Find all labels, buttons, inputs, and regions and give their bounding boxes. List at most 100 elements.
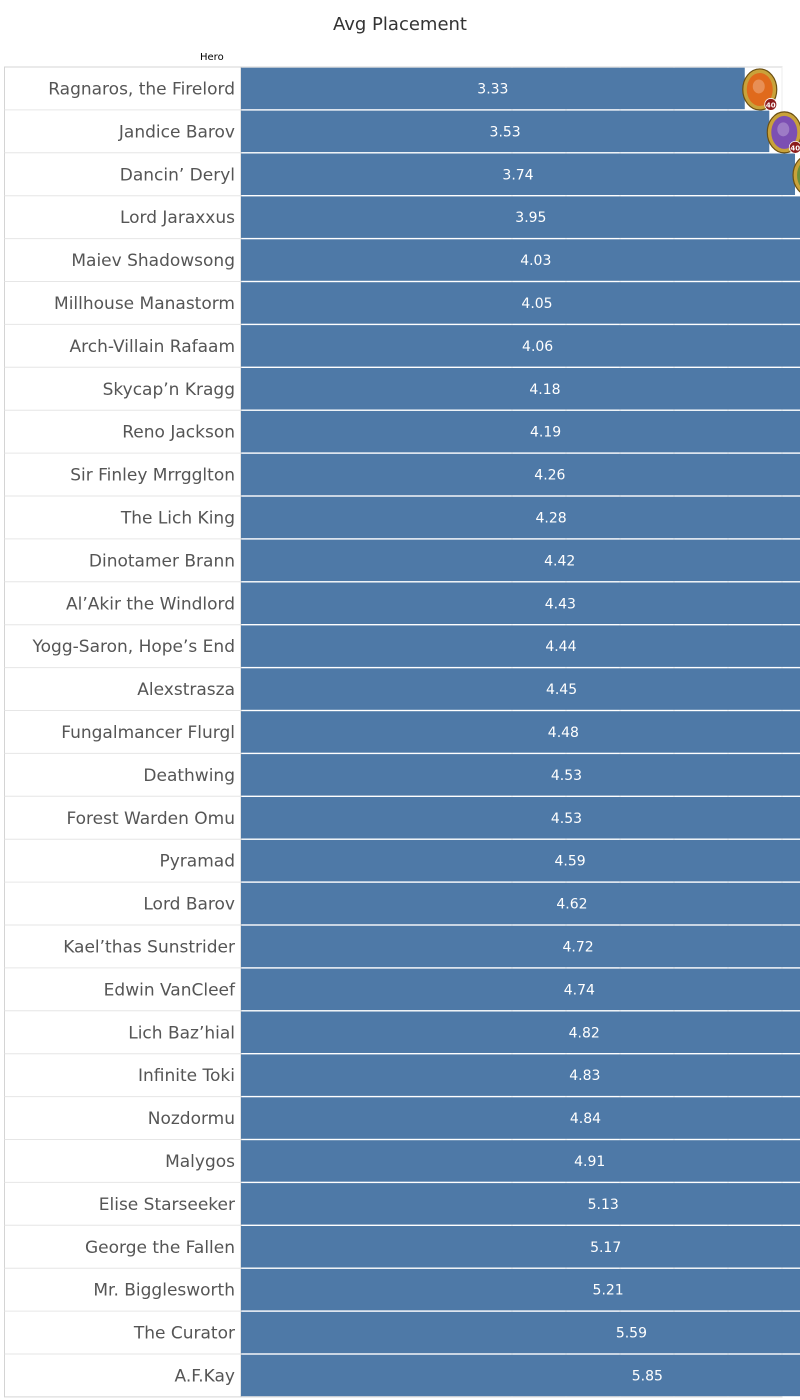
row-header-label: Hero <box>200 52 224 63</box>
category-label: George the Fallen <box>85 1238 235 1258</box>
value-label: 5.59 <box>616 1326 647 1342</box>
value-label: 4.06 <box>522 339 553 355</box>
value-label: 4.84 <box>570 1111 601 1127</box>
bar <box>241 539 800 582</box>
category-label: Infinite Toki <box>138 1066 235 1086</box>
bar <box>241 239 800 281</box>
value-label: 3.95 <box>515 210 546 226</box>
portrait-frame <box>792 157 800 193</box>
tier-badge <box>764 98 778 111</box>
tier-badge-text: 40 <box>766 101 776 109</box>
value-label: 4.59 <box>555 854 586 870</box>
bar <box>241 1268 800 1311</box>
value-label: 4.28 <box>536 510 567 526</box>
bar <box>241 839 800 882</box>
hero-icons: 4040404040404040404040404040404040404040… <box>742 68 800 193</box>
bar <box>241 797 800 839</box>
bar <box>241 1140 800 1182</box>
category-label: The Lich King <box>120 508 235 528</box>
value-label: 4.05 <box>521 296 552 312</box>
bar <box>241 368 800 410</box>
bar <box>241 625 800 667</box>
bar <box>241 1011 800 1053</box>
bar <box>241 1354 800 1397</box>
category-label: Dancin’ Deryl <box>120 165 235 185</box>
value-label: 4.18 <box>529 382 560 398</box>
category-label: Ragnaros, the Firelord <box>48 79 235 99</box>
category-label: Nozdormu <box>148 1109 235 1129</box>
bar <box>241 711 800 753</box>
value-label: 4.53 <box>551 768 582 784</box>
bar <box>241 1097 800 1139</box>
bar <box>241 668 800 710</box>
category-label: Pyramad <box>160 852 236 872</box>
value-label: 5.17 <box>590 1240 621 1256</box>
category-label: Deathwing <box>143 766 235 786</box>
value-label: 4.19 <box>530 425 561 441</box>
bar <box>241 1311 800 1354</box>
value-label: 4.53 <box>551 811 582 827</box>
category-label: The Curator <box>133 1324 235 1344</box>
category-label: Mr. Bigglesworth <box>93 1281 235 1301</box>
bar <box>241 1183 800 1225</box>
value-label: 4.72 <box>563 939 594 955</box>
category-label: Millhouse Manastorm <box>54 294 235 314</box>
value-label: 5.21 <box>593 1283 624 1299</box>
category-label: Lich Baz’hial <box>128 1023 235 1043</box>
bar <box>241 282 800 324</box>
hero-portrait-icon: 40 <box>766 111 800 154</box>
value-label: 4.43 <box>545 596 576 612</box>
category-label: Yogg-Saron, Hope’s End <box>32 637 235 657</box>
category-label: Lord Jaraxxus <box>120 208 235 228</box>
value-label: 3.74 <box>502 167 533 183</box>
bar <box>241 925 800 968</box>
category-label: Lord Barov <box>143 895 235 915</box>
category-label: Maiev Shadowsong <box>71 251 235 271</box>
category-label: Malygos <box>165 1152 235 1172</box>
chart-title: Avg Placement <box>333 14 467 35</box>
value-label: 4.82 <box>569 1025 600 1041</box>
category-label: Alexstrasza <box>137 680 235 700</box>
bar <box>241 196 800 238</box>
bar <box>241 882 800 925</box>
bar <box>241 754 800 796</box>
value-label: 4.42 <box>544 553 575 569</box>
bar <box>241 1054 800 1096</box>
value-label: 3.53 <box>490 124 521 140</box>
value-label: 4.48 <box>548 725 579 741</box>
value-label: 4.74 <box>564 982 595 998</box>
category-label: Edwin VanCleef <box>104 980 236 1000</box>
value-label: 4.91 <box>574 1154 605 1170</box>
bar <box>241 496 800 539</box>
value-label: 4.03 <box>520 253 551 269</box>
value-label: 4.62 <box>556 897 587 913</box>
category-label: Arch-Villain Rafaam <box>70 337 235 357</box>
hero-portrait-icon: 40 <box>742 68 778 111</box>
bar <box>241 453 800 496</box>
category-label: Al’Akir the Windlord <box>66 594 235 614</box>
category-label: Sir Finley Mrrgglton <box>70 466 235 486</box>
tier-badge <box>788 140 800 154</box>
value-label: 4.44 <box>545 639 576 655</box>
value-label: 4.26 <box>534 468 565 484</box>
bar-group: 3.33 3.53 3.74 3.95 4.03 4.05 4.06 4.18 4.19 4.26… <box>241 67 800 1397</box>
bar <box>241 325 800 367</box>
category-label: Forest Warden Omu <box>66 809 235 829</box>
category-label: Jandice Barov <box>118 122 235 142</box>
portrait-image <box>746 72 773 106</box>
value-label: 3.33 <box>477 81 508 97</box>
category-label: Reno Jackson <box>122 423 235 443</box>
category-label: Skycap’n Kragg <box>103 380 235 400</box>
hero-portrait-icon: 40 <box>792 157 800 193</box>
value-label: 5.85 <box>632 1368 663 1384</box>
bar <box>241 110 770 153</box>
bar <box>241 410 800 453</box>
bar <box>241 582 800 624</box>
value-label: 4.83 <box>569 1068 600 1084</box>
portrait-image <box>797 164 800 186</box>
portrait-highlight <box>752 79 765 94</box>
value-label: 5.13 <box>588 1197 619 1213</box>
value-label: 4.45 <box>546 682 577 698</box>
bar <box>241 968 800 1011</box>
